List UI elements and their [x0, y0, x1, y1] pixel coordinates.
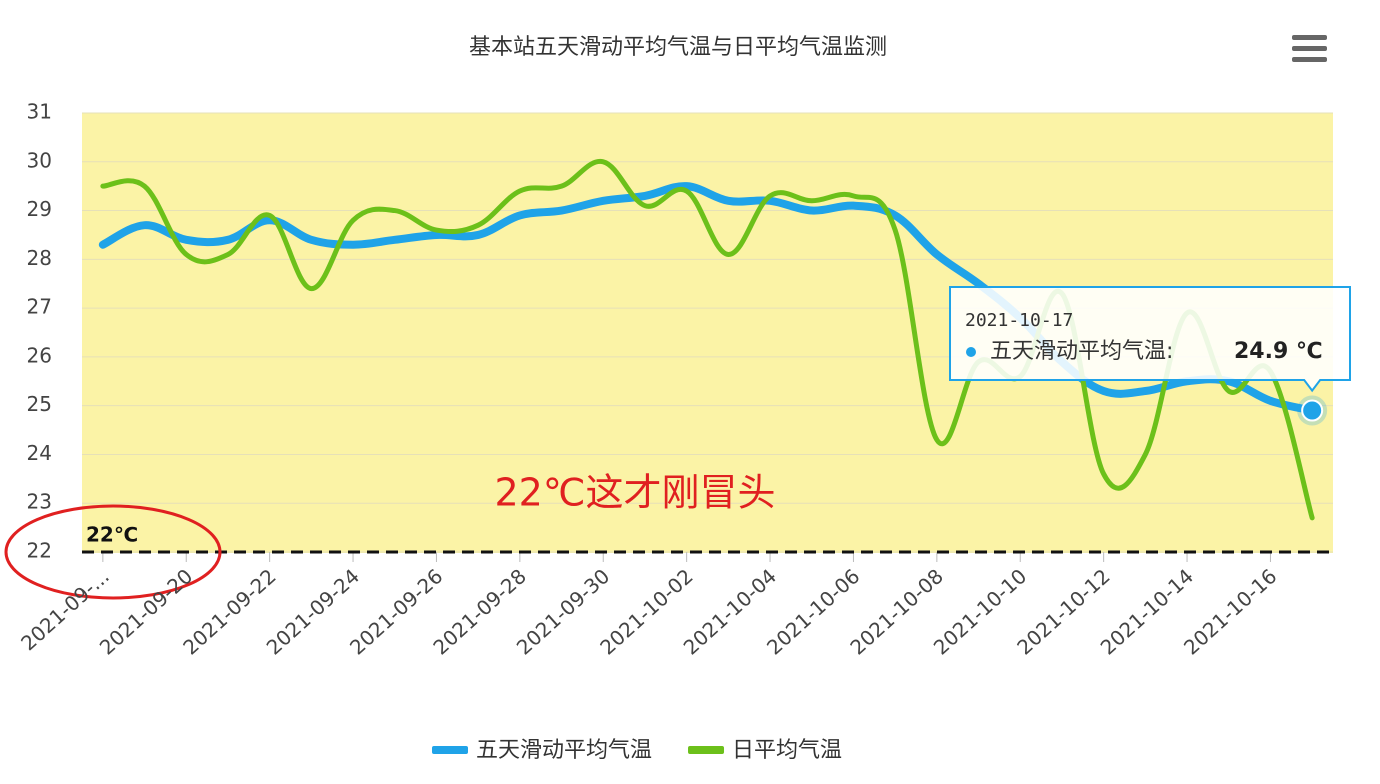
legend-swatch [688, 746, 725, 754]
tooltip-date: 2021-10-17 [965, 310, 1073, 331]
tooltip-marker [966, 347, 976, 357]
series-line [98, 182, 1317, 415]
reference-label: 22℃ [86, 523, 138, 547]
y-tick-label: 26 [27, 343, 52, 367]
y-tick-label: 25 [27, 392, 52, 416]
menu-bar [1292, 57, 1327, 62]
legend-label: 五天滑动平均气温 [476, 738, 652, 763]
y-tick-label: 29 [27, 197, 52, 221]
hover-point [1301, 399, 1324, 422]
y-tick-label: 28 [27, 246, 52, 270]
highlight-circle [4, 504, 222, 600]
menu-bar [1292, 46, 1327, 51]
chart-title: 基本站五天滑动平均气温与日平均气温监测 [469, 35, 887, 60]
tooltip-box [949, 286, 1351, 393]
annotation: 22℃这才刚冒头 [494, 471, 775, 515]
tooltip-value: 24.9 ℃ [1234, 339, 1323, 364]
series-line [100, 159, 1315, 521]
y-tick-label: 27 [27, 295, 52, 319]
y-tick-label: 23 [27, 490, 52, 514]
legend-label: 日平均气温 [732, 738, 842, 763]
y-tick-label: 31 [27, 100, 52, 124]
y-tick-label: 30 [27, 148, 52, 172]
legend-swatch [432, 746, 468, 754]
y-tick-label: 22 [27, 539, 52, 563]
menu-button[interactable] [1292, 35, 1327, 62]
menu-bar [1292, 35, 1327, 40]
y-tick-label: 24 [27, 441, 52, 465]
tooltip-series: 五天滑动平均气温: [990, 339, 1173, 364]
